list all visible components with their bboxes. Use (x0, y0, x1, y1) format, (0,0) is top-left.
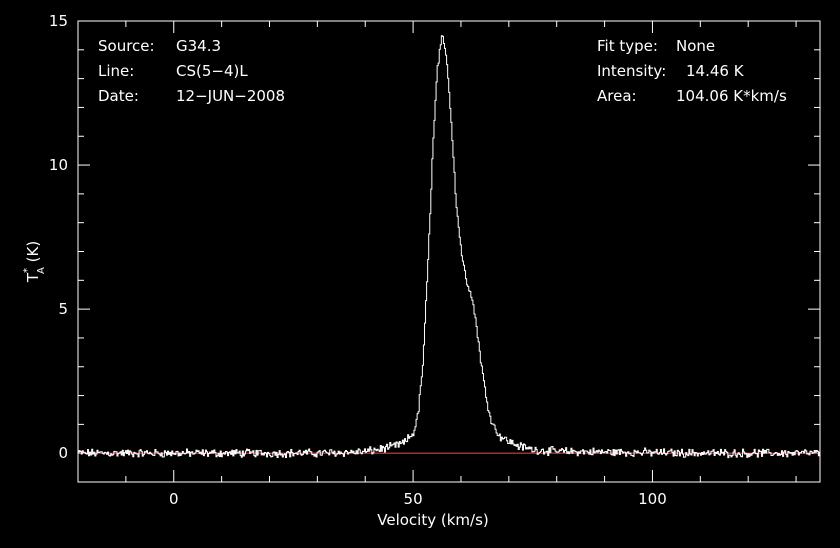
y-tick-label: 0 (58, 444, 68, 462)
source-key: Source: (98, 37, 155, 55)
info-right: Fit type: None Intensity: 14.46 K Area: … (597, 37, 787, 105)
source-value: G34.3 (176, 37, 221, 55)
tick-marks (77, 20, 820, 483)
y-tick-label: 10 (49, 156, 68, 174)
y-tick-label: 15 (49, 12, 68, 30)
fit-type-value: None (676, 37, 715, 55)
y-axis-label: T* A (K) (22, 241, 47, 283)
line-key: Line: (98, 62, 134, 80)
spectrum-line (78, 35, 820, 459)
date-value: 12−JUN−2008 (176, 87, 285, 105)
y-tick-label: 5 (58, 300, 68, 318)
info-left: Source: G34.3 Line: CS(5−4)L Date: 12−JU… (98, 37, 285, 105)
intensity-key: Intensity: (597, 62, 666, 80)
tick-labels: 0 50 100 0 5 10 15 (49, 12, 667, 508)
intensity-value: 14.46 K (686, 62, 745, 80)
area-key: Area: (597, 87, 637, 105)
fit-type-key: Fit type: (597, 37, 658, 55)
area-value: 104.06 K*km/s (676, 87, 787, 105)
x-tick-label: 100 (638, 490, 667, 508)
x-axis-label: Velocity (km/s) (377, 511, 488, 529)
x-tick-label: 0 (169, 490, 179, 508)
date-key: Date: (98, 87, 139, 105)
line-value: CS(5−4)L (176, 62, 248, 80)
x-tick-label: 50 (404, 490, 423, 508)
